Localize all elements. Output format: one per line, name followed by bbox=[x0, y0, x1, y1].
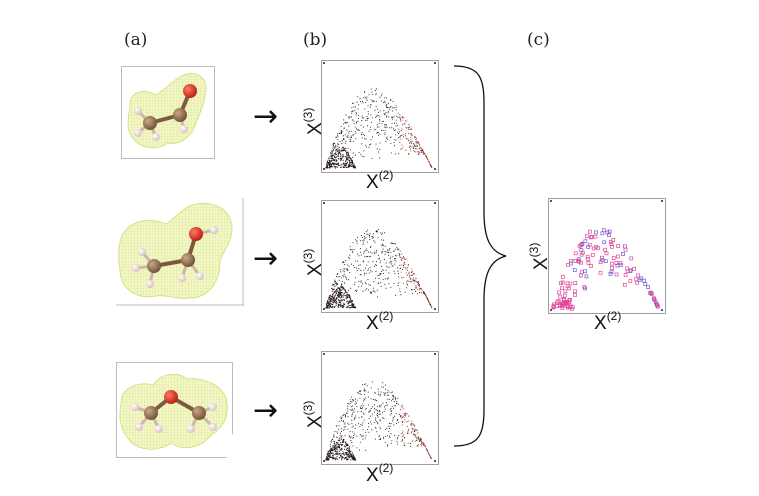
scatter-plot-3 bbox=[321, 351, 439, 465]
scatter-plot-3-canvas bbox=[323, 353, 436, 462]
dimethyl-ether-molecule-icon bbox=[119, 373, 228, 450]
combined-plot-x-axis-label: X(2) bbox=[594, 309, 622, 334]
molecule-image-1 bbox=[121, 66, 215, 159]
panel-label-a: (a) bbox=[124, 30, 148, 50]
plot-2-y-axis-label: X(3) bbox=[301, 248, 326, 276]
plot-2-x-axis-label: X(2) bbox=[366, 309, 394, 334]
molecule-image-3 bbox=[116, 362, 233, 458]
molecule-image-2 bbox=[116, 198, 244, 306]
white-smudge-decoration bbox=[226, 422, 276, 469]
arrow-right-icon-3: → bbox=[253, 393, 279, 428]
scatter-plot-1 bbox=[321, 60, 439, 173]
scatter-plot-1-canvas bbox=[323, 62, 436, 170]
arrow-right-icon-1: → bbox=[253, 99, 279, 134]
panel-label-c: (c) bbox=[527, 30, 550, 50]
combined-plot-y-axis-label: X(3) bbox=[527, 242, 552, 270]
arrow-right-icon-2: → bbox=[253, 241, 279, 276]
right-curly-brace-icon bbox=[453, 65, 507, 447]
combined-scatter-plot-canvas bbox=[550, 200, 663, 311]
plot-3-x-axis-label: X(2) bbox=[366, 461, 394, 486]
combined-scatter-plot bbox=[548, 198, 666, 314]
ethanol-molecule-icon bbox=[116, 198, 244, 306]
scatter-plot-2 bbox=[321, 200, 439, 313]
panel-label-b: (b) bbox=[303, 30, 328, 50]
acetaldehyde-molecule-icon bbox=[127, 73, 207, 149]
scatter-plot-2-canvas bbox=[323, 202, 436, 310]
plot-1-x-axis-label: X(2) bbox=[366, 168, 394, 193]
plot-1-y-axis-label: X(3) bbox=[301, 107, 326, 135]
plot-3-y-axis-label: X(3) bbox=[301, 400, 326, 428]
